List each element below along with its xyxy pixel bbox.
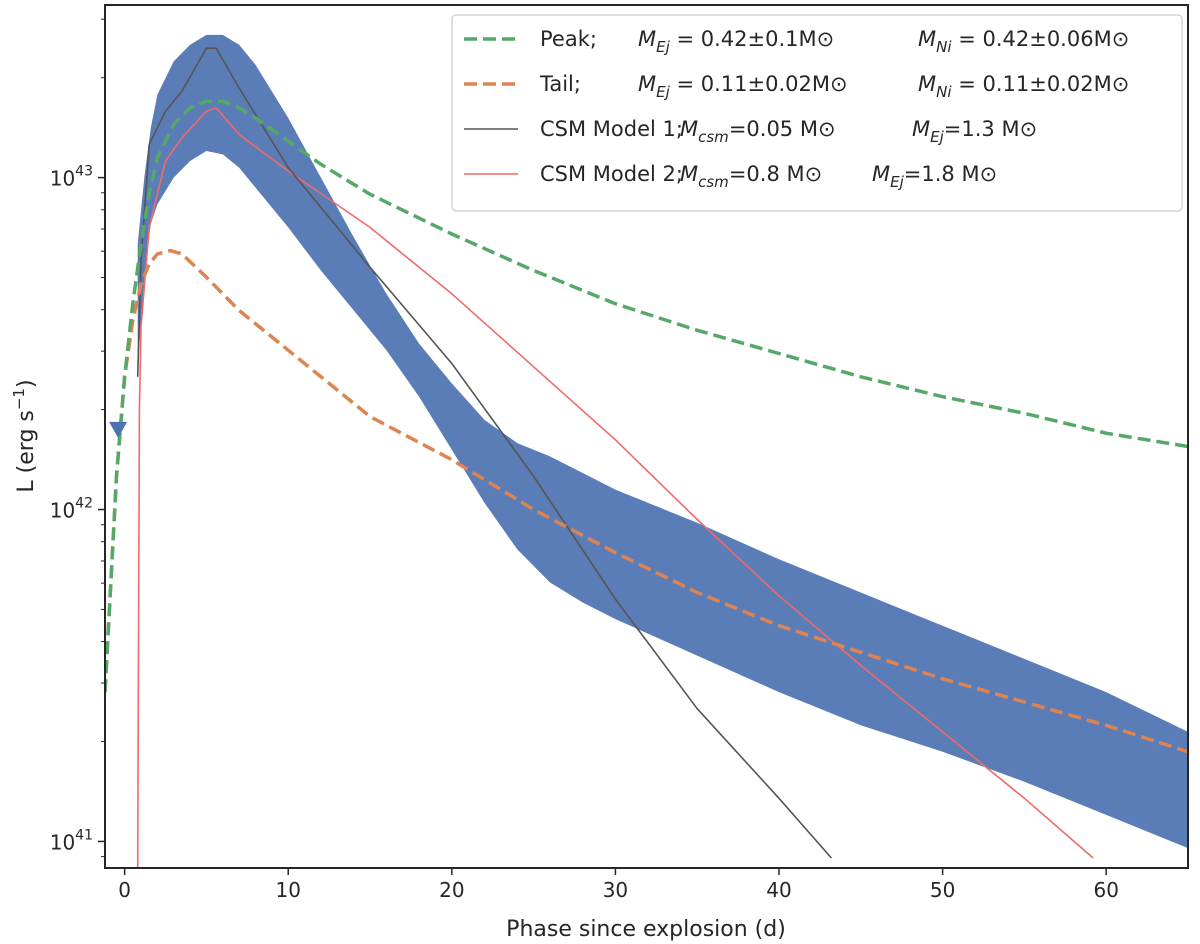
y-tick-label-base: 10: [50, 499, 75, 523]
legend-param-1-subscript: csm: [698, 128, 729, 146]
legend-param-2-value: =1.8 M⊙: [904, 162, 997, 186]
legend-param-2-symbol: M: [912, 117, 930, 141]
legend-param-2-value: = 0.11±0.02M⊙: [952, 72, 1130, 96]
legend: Peak; MEj = 0.42±0.1M⊙ MNi = 0.42±0.06M⊙Ta…: [451, 14, 1183, 212]
y-tick-label-power: 41: [75, 827, 93, 843]
y-tick-label: 1042: [50, 496, 93, 523]
legend-param-2-subscript: Ni: [936, 38, 952, 56]
legend-param-2-symbol: M: [918, 27, 936, 51]
legend-param-2-tail: MNi = 0.11±0.02M⊙: [918, 72, 1129, 101]
plot-frame: [104, 4, 1189, 869]
y-tick-label: 1043: [50, 164, 93, 191]
y-axis-title-close: ): [14, 379, 39, 388]
legend-param-1-peak: MEj = 0.42±0.1M⊙: [638, 27, 834, 56]
x-axis: 0 10 20 30 40 50 60: [118, 868, 1119, 902]
x-tick-label: 0: [118, 878, 131, 902]
legend-param-2-csm2: MEj=1.8 M⊙: [872, 162, 997, 191]
legend-param-1-csm1: Mcsm=0.05 M⊙: [680, 117, 836, 146]
y-tick-label-base: 10: [50, 167, 75, 191]
legend-param-1-value: = 0.42±0.1M⊙: [670, 27, 834, 51]
legend-param-2-symbol: M: [918, 72, 936, 96]
legend-param-1-csm2: Mcsm=0.8 M⊙: [680, 162, 822, 191]
y-tick-label-base: 10: [50, 830, 75, 854]
y-axis-title-main: L (erg s: [14, 410, 39, 492]
legend-param-1-subscript: Ej: [656, 38, 670, 56]
legend-param-1-tail: MEj = 0.11±0.02M⊙: [638, 72, 848, 101]
legend-box: [451, 14, 1183, 212]
upper-limit-marker: [109, 421, 128, 438]
legend-param-1-subscript: Ej: [656, 83, 670, 101]
uncertainty-band: [137, 34, 1188, 849]
legend-param-1-value: =0.05 M⊙: [729, 117, 836, 141]
legend-param-2-subscript: Ej: [890, 173, 904, 191]
y-tick-label-power: 42: [75, 496, 93, 512]
legend-param-2-subscript: Ej: [930, 128, 944, 146]
series-line-tail: [105, 248, 1188, 754]
legend-label-tail: Tail;: [539, 72, 581, 96]
legend-label-peak: Peak;: [540, 27, 597, 51]
x-tick-label: 10: [276, 878, 301, 902]
x-tick-label: 40: [766, 878, 791, 902]
y-axis-title-sup: −1: [10, 388, 28, 410]
legend-label-csm2: CSM Model 2;: [540, 162, 683, 186]
legend-param-1-subscript: csm: [698, 173, 729, 191]
legend-param-2-symbol: M: [872, 162, 890, 186]
legend-param-2-peak: MNi = 0.42±0.06M⊙: [918, 27, 1129, 56]
y-tick-label: 1041: [50, 827, 93, 854]
x-axis-title: Phase since explosion (d): [506, 917, 786, 942]
legend-param-1-value: =0.8 M⊙: [729, 162, 822, 186]
x-tick-label: 60: [1093, 878, 1118, 902]
legend-param-1-symbol: M: [638, 72, 656, 96]
legend-param-1-symbol: M: [680, 117, 698, 141]
x-tick-label: 20: [439, 878, 464, 902]
legend-param-2-csm1: MEj=1.3 M⊙: [912, 117, 1037, 146]
legend-param-2-value: =1.3 M⊙: [944, 117, 1037, 141]
y-axis-title: L (erg s−1): [10, 379, 39, 492]
legend-label-csm1: CSM Model 1;: [540, 117, 683, 141]
legend-param-1-symbol: M: [638, 27, 656, 51]
x-tick-label: 50: [930, 878, 955, 902]
legend-param-2-subscript: Ni: [936, 83, 952, 101]
series-line-csm2: [136, 107, 1094, 868]
series-line-csm1: [136, 47, 833, 859]
legend-param-1-value: = 0.11±0.02M⊙: [670, 72, 848, 96]
x-tick-label: 30: [603, 878, 628, 902]
legend-param-1-symbol: M: [680, 162, 698, 186]
legend-param-2-value: = 0.42±0.06M⊙: [952, 27, 1130, 51]
series-line-peak: [105, 99, 1188, 693]
y-tick-label-power: 43: [75, 164, 93, 180]
plot-area: [105, 34, 1188, 868]
